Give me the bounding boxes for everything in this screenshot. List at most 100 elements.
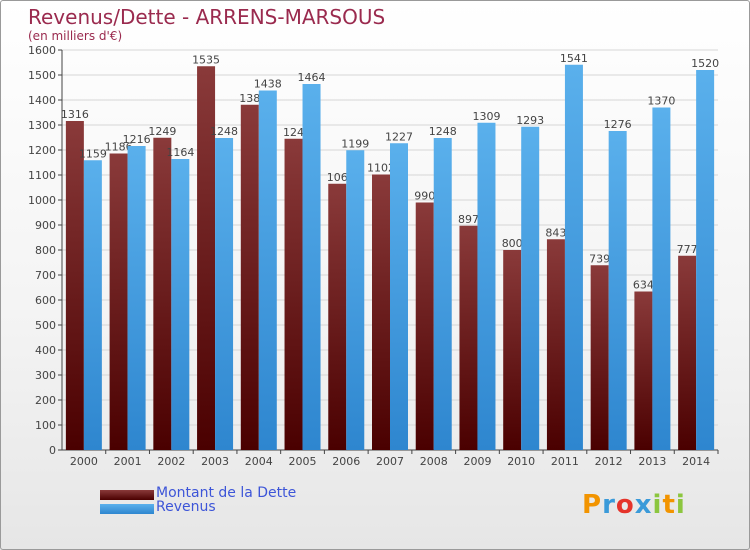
bar-debt bbox=[546, 239, 565, 450]
x-tick-label: 2002 bbox=[157, 455, 185, 468]
data-label-revenue: 1248 bbox=[429, 125, 457, 138]
data-label-revenue: 1309 bbox=[472, 110, 500, 123]
data-label-debt: 843 bbox=[545, 226, 566, 239]
bar-debt bbox=[415, 202, 434, 450]
y-tick-label: 100 bbox=[35, 419, 56, 432]
data-label-debt: 634 bbox=[633, 279, 654, 292]
x-tick-label: 2000 bbox=[70, 455, 98, 468]
y-tick-label: 0 bbox=[49, 444, 56, 457]
data-label-revenue: 1464 bbox=[298, 71, 326, 84]
y-tick-label: 1500 bbox=[28, 69, 56, 82]
bar-revenue bbox=[696, 70, 715, 450]
data-label-revenue: 1438 bbox=[254, 78, 282, 91]
bar-debt bbox=[153, 137, 172, 450]
chart-subtitle: (en milliers d'€) bbox=[28, 29, 123, 43]
data-label-revenue: 1164 bbox=[166, 146, 194, 159]
data-label-revenue: 1248 bbox=[210, 125, 238, 138]
bar-revenue bbox=[83, 160, 102, 450]
y-tick-label: 600 bbox=[35, 294, 56, 307]
bar-debt bbox=[240, 104, 259, 450]
chart-title: Revenus/Dette - ARRENS-MARSOUS bbox=[28, 5, 386, 29]
x-tick-label: 2008 bbox=[420, 455, 448, 468]
data-label-revenue: 1370 bbox=[647, 95, 675, 108]
y-tick-label: 700 bbox=[35, 269, 56, 282]
logo-letter: P bbox=[582, 490, 603, 520]
bar-debt bbox=[503, 250, 522, 450]
x-tick-label: 2012 bbox=[595, 455, 623, 468]
bar-debt bbox=[372, 174, 390, 450]
legend-swatch-debt bbox=[100, 490, 154, 500]
data-label-debt: 800 bbox=[502, 237, 523, 250]
x-tick-label: 2010 bbox=[507, 455, 535, 468]
data-label-debt: 1316 bbox=[61, 108, 89, 121]
x-tick-label: 2013 bbox=[638, 455, 666, 468]
bar-debt bbox=[678, 255, 697, 450]
logo-letter: i bbox=[652, 490, 663, 520]
logo-letter: x bbox=[634, 490, 653, 520]
y-tick-label: 300 bbox=[35, 369, 56, 382]
x-tick-label: 2014 bbox=[682, 455, 710, 468]
bar-chart: 0 100 200 300 400 500 600 700 800 900 1000 1100 1200… bbox=[28, 44, 719, 468]
bar-debt bbox=[197, 66, 216, 450]
bar-revenue bbox=[346, 150, 365, 450]
bar-debt bbox=[65, 121, 84, 450]
bar-revenue bbox=[521, 126, 540, 450]
y-tick-label: 1400 bbox=[28, 94, 56, 107]
data-label-debt: 1535 bbox=[192, 53, 220, 66]
data-label-debt: 1249 bbox=[148, 125, 176, 138]
logo-letter: o bbox=[615, 490, 635, 520]
y-tick-label: 900 bbox=[35, 219, 56, 232]
y-tick-label: 400 bbox=[35, 344, 56, 357]
data-label-revenue: 1199 bbox=[341, 137, 369, 150]
x-tick-label: 2003 bbox=[201, 455, 229, 468]
data-label-debt: 777 bbox=[677, 243, 698, 256]
bar-debt bbox=[109, 153, 128, 450]
bar-debt bbox=[284, 138, 303, 450]
legend-swatch-revenue bbox=[100, 504, 154, 514]
bar-revenue bbox=[564, 64, 583, 450]
data-label-debt: 990 bbox=[414, 190, 435, 203]
data-label-revenue: 1293 bbox=[516, 114, 544, 127]
x-tick-label: 2001 bbox=[114, 455, 142, 468]
y-tick-label: 800 bbox=[35, 244, 56, 257]
logo-letter: t bbox=[662, 490, 676, 520]
bar-revenue bbox=[477, 122, 496, 450]
proxiti-logo: Proxiti bbox=[582, 490, 686, 520]
data-label-revenue: 1541 bbox=[560, 52, 588, 65]
bar-revenue bbox=[608, 131, 627, 450]
bar-revenue bbox=[258, 90, 277, 450]
bar-debt bbox=[634, 291, 653, 450]
bar-revenue bbox=[433, 138, 452, 450]
data-label-revenue: 1276 bbox=[604, 118, 632, 131]
bar-debt bbox=[590, 265, 609, 450]
x-tick-label: 2009 bbox=[463, 455, 491, 468]
data-label-revenue: 1159 bbox=[79, 147, 107, 160]
x-tick-label: 2007 bbox=[376, 455, 404, 468]
data-label-debt: 138 bbox=[239, 92, 260, 105]
x-tick-label: 2004 bbox=[245, 455, 273, 468]
data-label-revenue: 1216 bbox=[123, 133, 151, 146]
y-tick-label: 500 bbox=[35, 319, 56, 332]
bar-debt bbox=[459, 225, 478, 450]
data-label-debt: 124 bbox=[283, 126, 304, 139]
bar-revenue bbox=[390, 143, 408, 450]
y-tick-label: 1100 bbox=[28, 169, 56, 182]
bar-revenue bbox=[652, 107, 671, 450]
legend-label-revenue: Revenus bbox=[156, 499, 216, 515]
logo-letter: r bbox=[602, 490, 616, 520]
bar-revenue bbox=[215, 138, 234, 450]
legend-label-debt: Montant de la Dette bbox=[156, 485, 297, 501]
y-tick-label: 1600 bbox=[28, 44, 56, 57]
bar-revenue bbox=[127, 146, 146, 450]
logo-letter: i bbox=[675, 490, 686, 520]
bar-debt bbox=[328, 183, 347, 450]
data-label-debt: 897 bbox=[458, 213, 479, 226]
data-label-debt: 1102 bbox=[367, 162, 395, 175]
bar-revenue bbox=[171, 159, 190, 450]
x-tick-label: 2011 bbox=[551, 455, 579, 468]
data-label-revenue: 1520 bbox=[691, 57, 719, 70]
bar-revenue bbox=[302, 84, 321, 450]
y-tick-label: 1000 bbox=[28, 194, 56, 207]
y-tick-label: 200 bbox=[35, 394, 56, 407]
x-tick-label: 2006 bbox=[332, 455, 360, 468]
